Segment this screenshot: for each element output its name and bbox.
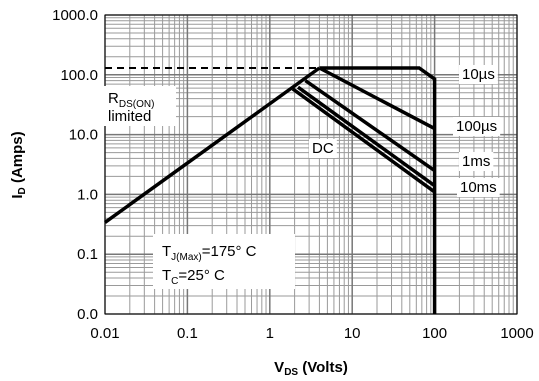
- annotation-sub: C: [171, 276, 178, 287]
- y-label-sub: D: [17, 187, 28, 194]
- annotation-main: T: [162, 243, 171, 260]
- series-label-bg: [457, 178, 500, 197]
- x-label-sub: DS: [284, 367, 298, 378]
- annotation-rest: =25° C: [178, 267, 225, 284]
- y-tick-label: 1000.0: [52, 7, 98, 24]
- y-axis-label: ID (Amps): [9, 131, 28, 198]
- x-tick-label: 1000: [500, 325, 533, 342]
- series-line: [103, 66, 321, 224]
- x-tick-label: 0.01: [90, 325, 119, 342]
- series-line: [319, 66, 437, 314]
- x-label-rest: (Volts): [298, 359, 348, 376]
- annotation-main: R: [108, 90, 119, 107]
- annotation: TJ(Max)=175° C: [162, 243, 257, 263]
- y-tick-label: 0.1: [77, 246, 98, 263]
- series-label: DC: [312, 140, 334, 157]
- series-label: 1ms: [462, 153, 490, 170]
- x-axis-label: VDS (Volts): [274, 359, 348, 378]
- series-label-bg: [459, 65, 498, 84]
- series-line: [318, 66, 436, 131]
- annotation-sub: J(Max): [171, 252, 202, 263]
- series-label-bg: [459, 152, 494, 171]
- series-label: 10ms: [460, 179, 497, 196]
- series-label-bg: [453, 117, 501, 136]
- annotation: TC=25° C: [162, 267, 225, 287]
- series-label-group: 10ms: [457, 178, 500, 197]
- x-tick-label: 1: [266, 325, 274, 342]
- x-label-main: V: [274, 359, 284, 376]
- series-label: 100µs: [456, 118, 497, 135]
- y-tick-label: 1.0: [77, 186, 98, 203]
- x-tick-label: 0.1: [177, 325, 198, 342]
- x-tick-label: 100: [422, 325, 447, 342]
- annotation-box: [153, 234, 295, 289]
- series-label-group: DC: [309, 139, 337, 158]
- x-tick-label: 10: [344, 325, 361, 342]
- annotation: limited: [108, 108, 151, 125]
- plot-frame: [104, 14, 518, 315]
- series-label: 10µs: [462, 66, 495, 83]
- annotation-rest: =175° C: [202, 243, 257, 260]
- grid: [104, 14, 518, 315]
- y-label-main: I: [9, 194, 26, 198]
- y-tick-label: 0.0: [77, 306, 98, 323]
- series-lines: [103, 66, 437, 314]
- series-line: [296, 85, 436, 188]
- annotation-sub: DS(ON): [119, 99, 155, 110]
- series-label-bg: [309, 139, 337, 158]
- series-line: [291, 87, 436, 194]
- labels: 0.01 0.1 1 10 100 1000 0.0 0.1 1.0 10.0 100.0 1000.…: [52, 7, 534, 342]
- series-label-group: 100µs: [453, 117, 501, 136]
- y-tick-label: 10.0: [69, 127, 98, 144]
- y-tick-label: 100.0: [60, 67, 98, 84]
- annotation: RDS(ON): [108, 90, 154, 110]
- y-label-rest: (Amps): [9, 131, 26, 187]
- annotation-box: [104, 86, 176, 126]
- series-label-group: 1ms: [459, 152, 494, 171]
- series-label-group: 10µs: [459, 65, 498, 84]
- series-line: [304, 79, 436, 173]
- annotation-main: T: [162, 267, 171, 284]
